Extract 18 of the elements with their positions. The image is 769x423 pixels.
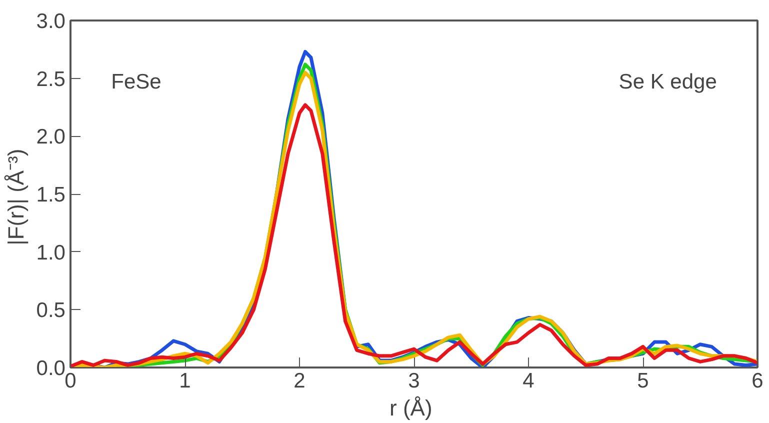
y-tick-label: 1.5 — [36, 184, 66, 206]
x-tick-label: 6 — [752, 370, 764, 392]
x-tick-label: 3 — [408, 370, 420, 392]
y-tick-label: 2.0 — [36, 126, 66, 149]
y-tick-label: 0.0 — [36, 357, 66, 380]
y-tick-label: 0.5 — [36, 299, 66, 322]
y-tick-label: 1.0 — [36, 241, 66, 264]
annotation: Se K edge — [618, 70, 717, 94]
x-tick-label: 4 — [522, 370, 535, 392]
x-tick-label: 2 — [294, 370, 306, 392]
x-tick-label: 1 — [179, 370, 191, 392]
y-tick-label: 3.0 — [36, 10, 66, 33]
annotation: FeSe — [111, 70, 162, 94]
x-tick-label: 5 — [637, 370, 649, 392]
x-axis-title: r (Å) — [390, 396, 432, 420]
x-tick-label: 0 — [64, 370, 76, 392]
y-tick-label: 2.5 — [36, 68, 66, 91]
y-axis-title: |F(r)| (Å⁻³) — [3, 148, 28, 246]
